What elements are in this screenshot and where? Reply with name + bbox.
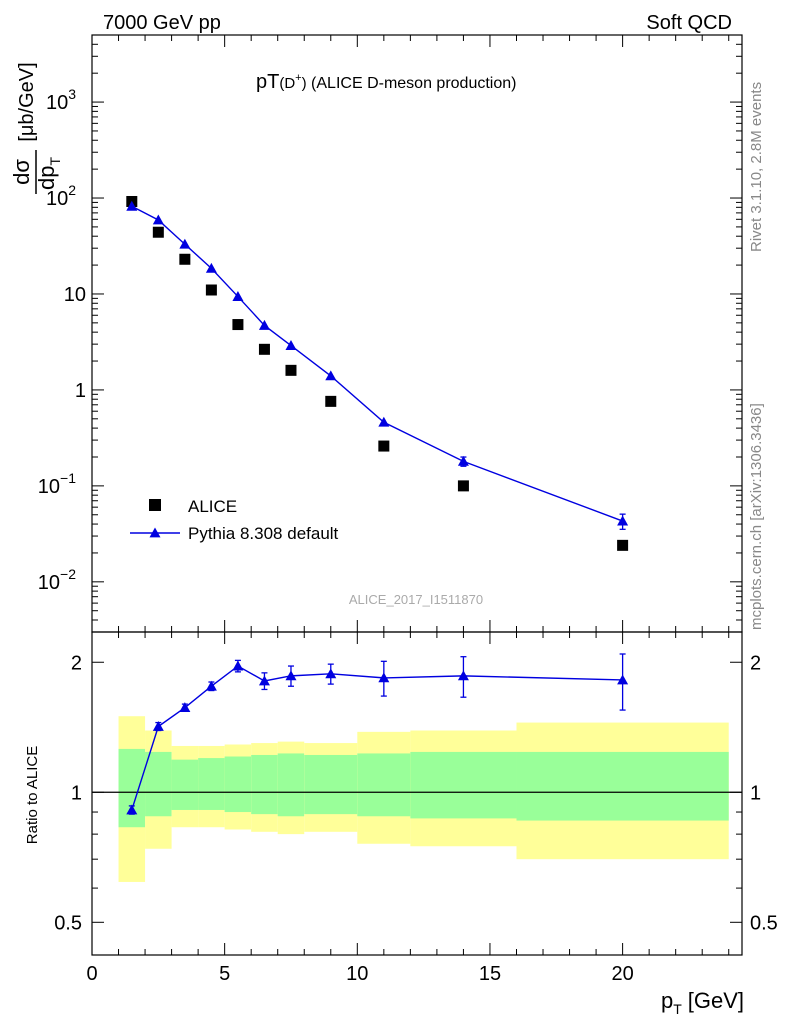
alice-data-point (232, 319, 244, 331)
ratio-panel-series (126, 653, 629, 815)
x-axis-label: pT [GeV] (661, 988, 744, 1017)
ratio-y-tick-label-right: 0.5 (750, 912, 778, 934)
alice-data-point (258, 343, 270, 355)
alice-data-point (285, 364, 297, 376)
x-tick-label: 5 (219, 963, 230, 985)
panel-frames (91, 34, 743, 956)
band-inner-bin (224, 756, 252, 813)
band-inner-bin (277, 753, 305, 817)
band-inner-bin (145, 751, 172, 817)
legend: ALICE Pythia 8.308 default (130, 497, 339, 543)
band-inner-bin (251, 754, 278, 815)
band-inner-bin (357, 753, 411, 817)
band-inner-bin (304, 754, 358, 815)
band-inner-bin (516, 751, 729, 821)
y-label-numerator: dσ (9, 159, 34, 185)
uncertainty-bands (118, 716, 729, 882)
ratio-y-tick-label-left: 0.5 (54, 912, 82, 934)
ratio-point (378, 672, 390, 683)
alice-data-point (325, 395, 337, 407)
alice-data-point (179, 253, 191, 265)
main-y-tick-label: 102 (46, 182, 76, 210)
pythia-point (617, 515, 629, 526)
main-y-tick-label: 103 (46, 86, 76, 114)
x-tick-label: 15 (479, 963, 501, 985)
ratio-point (179, 702, 191, 713)
alice-data-point (152, 226, 164, 238)
main-y-tick-label: 10−1 (38, 470, 76, 498)
pythia-point (325, 370, 337, 381)
band-inner-bin (410, 751, 517, 819)
pythia-point (179, 238, 191, 249)
y-label-denominator: dpT (34, 157, 63, 190)
ratio-y-tick-label-left: 2 (71, 652, 82, 674)
legend-pythia-marker (149, 527, 161, 538)
ratio-y-tick-label-right: 2 (750, 652, 761, 674)
ratio-y-tick-label-right: 1 (750, 782, 761, 804)
pythia-point (285, 340, 297, 350)
title-close: ) (302, 75, 307, 92)
alice-data-point (378, 440, 390, 452)
ratio-point (457, 670, 469, 681)
pythia-point (457, 455, 469, 466)
ratio-y-axis-label: Ratio to ALICE (24, 746, 41, 844)
ratio-point (152, 720, 164, 731)
ratio-point (126, 804, 138, 815)
x-tick-label: 0 (86, 963, 97, 985)
band-inner-bin (198, 758, 225, 810)
header-right-label: Soft QCD (646, 12, 732, 34)
mcplots-label: mcplots.cern.ch [arXiv:1306.3436] (748, 403, 765, 630)
title-main: pT (256, 71, 279, 93)
pythia-point (205, 262, 217, 273)
ratio-point (232, 660, 244, 671)
analysis-watermark: ALICE_2017_I1511870 (349, 592, 483, 607)
ratio-y-tick-label-left: 1 (71, 782, 82, 804)
main-y-axis-label: dσ dpT [μb/GeV] (9, 62, 63, 194)
pythia-point (152, 214, 164, 225)
y-label-unit: [μb/GeV] (16, 62, 38, 141)
pythia-line (131, 205, 623, 522)
band-inner-bin (171, 759, 199, 810)
ratio-point (205, 680, 217, 691)
header-left-label: 7000 GeV pp (103, 12, 221, 34)
x-tick-label: 10 (346, 963, 368, 985)
main-panel-series (126, 195, 629, 551)
title-sub: (D (279, 75, 295, 92)
ratio-point (325, 668, 337, 679)
legend-pythia-label: Pythia 8.308 default (188, 524, 339, 543)
title-sup: + (295, 72, 301, 84)
legend-alice-label: ALICE (188, 497, 237, 516)
pythia-point (378, 416, 390, 427)
pythia-point (232, 291, 244, 301)
x-tick-label: 20 (611, 963, 633, 985)
ratio-panel-frame (91, 631, 743, 956)
main-y-tick-label: 10−2 (38, 566, 76, 594)
ratio-point (617, 674, 629, 685)
pythia-point (126, 200, 138, 211)
main-y-tick-label: 10 (64, 284, 86, 306)
rivet-version-label: Rivet 3.1.10, 2.8M events (748, 82, 765, 252)
title-rest: (ALICE D-meson production) (307, 75, 517, 92)
alice-data-point (617, 539, 629, 551)
band-inner-bin (118, 748, 146, 828)
alice-data-point (457, 480, 469, 492)
pythia-point (258, 319, 270, 330)
axis-ticks (91, 34, 742, 955)
ratio-point (285, 670, 297, 681)
plot-title: pT(D+) (ALICE D-meson production) (256, 71, 516, 93)
main-y-tick-label: 1 (75, 380, 86, 402)
alice-data-point (205, 284, 217, 296)
legend-alice-marker (149, 499, 161, 511)
ratio-point (258, 675, 270, 686)
